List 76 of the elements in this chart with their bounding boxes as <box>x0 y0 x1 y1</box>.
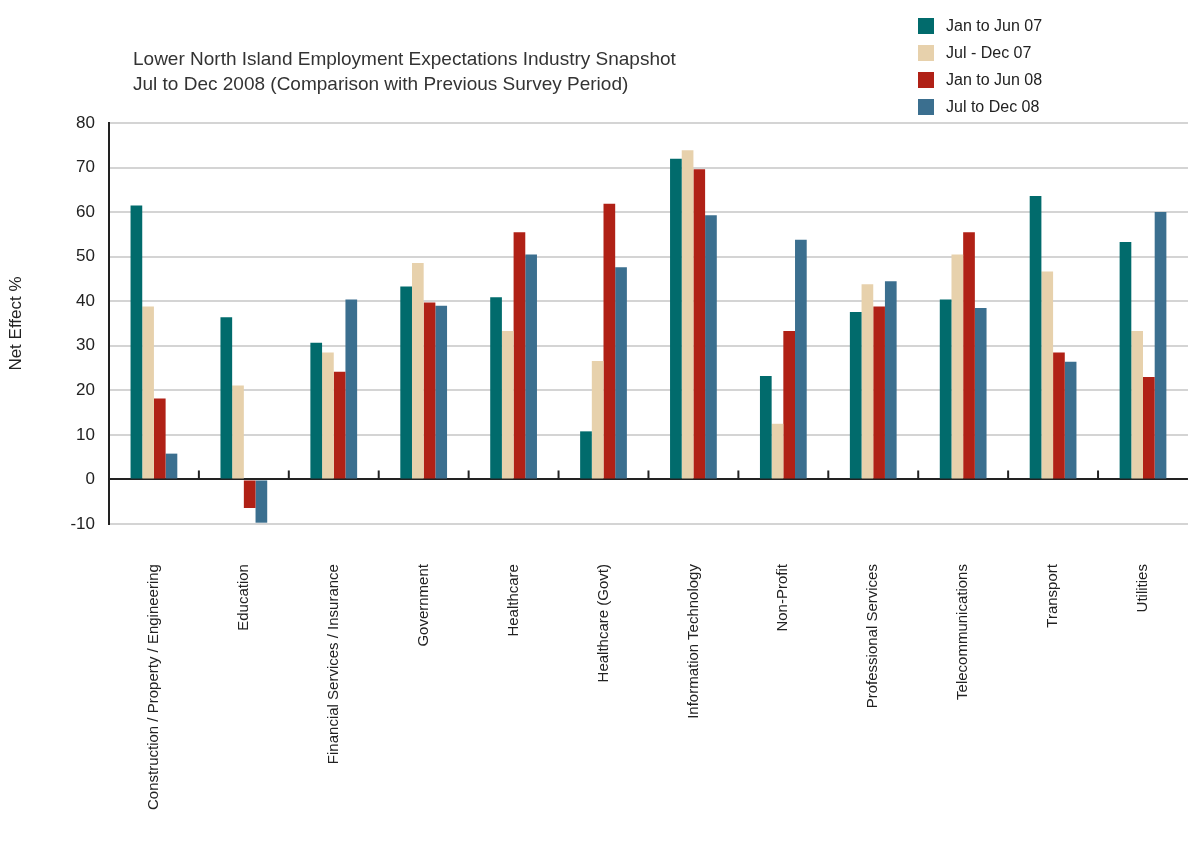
bar <box>705 215 717 479</box>
x-tick-label: Non-Profit <box>773 563 791 632</box>
bar <box>130 205 143 479</box>
bar <box>435 305 448 479</box>
bar <box>615 267 627 479</box>
bar <box>603 203 616 479</box>
bar <box>951 254 964 479</box>
bar <box>1053 352 1065 479</box>
x-tick-label: Construction / Property / Engineering <box>144 564 162 811</box>
x-tick-label: Healthcare <box>503 564 521 637</box>
x-tick-label: Healthcare (Govt) <box>593 564 611 683</box>
bar <box>771 423 784 479</box>
bar <box>423 302 436 479</box>
chart-title: Lower North Island Employment Expectations Industry Snapshot Jul to Dec 2008 (Comparison with Previous Survey Period) <box>133 47 676 96</box>
bar <box>142 306 154 479</box>
x-tick-label: Government <box>413 563 431 647</box>
y-axis-title: Net Effect % <box>5 276 25 371</box>
bar <box>873 306 885 479</box>
bar <box>974 307 987 479</box>
bar <box>580 431 592 479</box>
bar <box>963 232 975 479</box>
bar <box>1041 271 1054 479</box>
bar <box>400 286 412 479</box>
bar <box>591 360 604 479</box>
y-tick-label: -10 <box>70 513 95 533</box>
x-tick-label: Utilities <box>1133 564 1151 613</box>
bar <box>795 239 807 479</box>
y-tick-label: 60 <box>76 201 95 221</box>
bar <box>501 331 514 479</box>
bar <box>411 262 424 479</box>
bar <box>153 398 166 479</box>
bar <box>1064 361 1077 479</box>
bar <box>861 284 874 479</box>
bar <box>490 297 502 479</box>
bar <box>513 232 526 479</box>
bar <box>849 311 862 479</box>
y-tick-label: 30 <box>76 335 95 355</box>
y-tick-label: 50 <box>76 246 95 266</box>
bar <box>525 254 537 479</box>
bar <box>884 281 897 479</box>
bar <box>1154 212 1167 479</box>
bar <box>759 376 772 479</box>
y-tick-label: 70 <box>76 157 95 177</box>
bar <box>1119 241 1132 479</box>
x-tick-label: Information Technology <box>683 563 701 719</box>
y-tick-label: 80 <box>76 112 95 132</box>
y-tick-label: 0 <box>85 469 95 489</box>
y-tick-label: 10 <box>76 424 95 444</box>
x-tick-label: Financial Services / Insurance <box>323 564 341 765</box>
bar <box>681 150 694 479</box>
bar <box>783 331 796 479</box>
bar <box>243 480 256 508</box>
legend-label: Jan to Jun 07 <box>946 16 1043 35</box>
bar <box>1029 196 1042 479</box>
bar <box>255 480 268 523</box>
x-tick-label: Telecommunications <box>953 564 971 700</box>
x-tick-label: Education <box>233 564 251 631</box>
legend-label: Jul - Dec 07 <box>946 43 1032 62</box>
bar <box>345 299 358 479</box>
legend-label: Jul to Dec 08 <box>946 97 1040 116</box>
bar <box>333 371 346 479</box>
bar <box>322 352 334 479</box>
bar <box>310 342 323 479</box>
x-tick-label: Transport <box>1043 563 1061 628</box>
bar <box>670 158 682 479</box>
bar <box>1131 331 1143 479</box>
x-tick-label: Professional Services <box>863 564 881 709</box>
bar <box>220 317 233 479</box>
bar <box>939 299 952 479</box>
bar <box>232 385 244 479</box>
y-tick-label: 20 <box>76 380 95 400</box>
bar <box>165 453 178 479</box>
y-tick-label: 40 <box>76 290 95 310</box>
legend-label: Jan to Jun 08 <box>946 70 1043 89</box>
bar <box>693 169 706 479</box>
bar <box>1143 376 1155 479</box>
